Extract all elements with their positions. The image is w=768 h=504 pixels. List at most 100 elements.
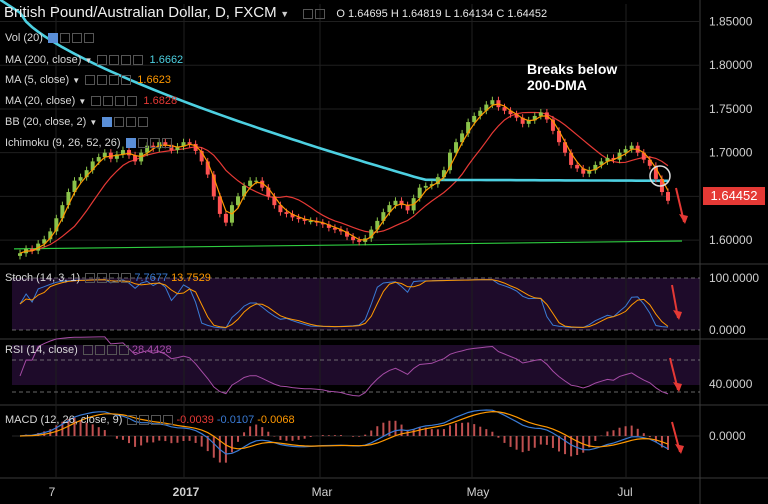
legend-bb[interactable]: BB (20, close, 2) ▼ xyxy=(5,116,149,128)
gear-icon[interactable] xyxy=(59,33,70,44)
time-tick-label: 7 xyxy=(49,485,56,499)
chevron-down-icon[interactable]: ▼ xyxy=(84,56,93,65)
legend-ma5[interactable]: MA (5, close) ▼ 1.6623 xyxy=(5,74,171,86)
candle xyxy=(351,236,356,241)
candle xyxy=(514,114,519,118)
chevron-down-icon[interactable]: ▼ xyxy=(280,9,290,19)
candle xyxy=(369,229,374,239)
stoch-tick-label: 0.0000 xyxy=(709,323,746,337)
eye-icon[interactable] xyxy=(97,55,108,66)
candle xyxy=(308,220,313,223)
eye-icon[interactable] xyxy=(47,33,58,44)
candle xyxy=(484,104,489,111)
candle xyxy=(569,152,574,165)
plus-icon[interactable] xyxy=(106,345,117,356)
close-icon[interactable] xyxy=(83,33,94,44)
gear-icon[interactable] xyxy=(139,415,150,426)
stoch-d-line xyxy=(19,279,669,329)
time-tick-label: Mar xyxy=(312,485,333,499)
settings-icon[interactable] xyxy=(302,8,313,19)
stoch-pane[interactable] xyxy=(12,277,700,331)
chevron-down-icon[interactable]: ▼ xyxy=(78,97,87,106)
gear-icon[interactable] xyxy=(137,138,148,149)
macd-hist-value: -0.0068 xyxy=(257,414,295,426)
candle xyxy=(454,142,459,153)
candle xyxy=(653,165,658,179)
plus-icon[interactable] xyxy=(121,55,132,66)
legend-ma200[interactable]: MA (200, close) ▼ 1.6662 xyxy=(5,54,183,66)
close-icon[interactable] xyxy=(127,96,138,107)
chevron-down-icon[interactable]: ▼ xyxy=(89,118,98,127)
close-icon[interactable] xyxy=(121,273,132,284)
plus-icon[interactable] xyxy=(109,75,120,86)
gear-icon[interactable] xyxy=(103,96,114,107)
close-icon[interactable] xyxy=(121,75,132,86)
eye-icon[interactable] xyxy=(91,96,102,107)
close-icon[interactable] xyxy=(138,117,149,128)
gear-icon[interactable] xyxy=(97,75,108,86)
close-icon[interactable] xyxy=(163,415,174,426)
close-label: C xyxy=(496,8,505,20)
header: British Pound/Australian Dollar, D, FXCM… xyxy=(4,4,547,21)
plus-icon[interactable] xyxy=(151,415,162,426)
legend-ma200-label: MA (200, close) xyxy=(5,54,82,66)
macd-pane[interactable] xyxy=(12,409,700,463)
gear-icon[interactable] xyxy=(109,55,120,66)
breakdown-circle xyxy=(649,165,671,187)
candle xyxy=(393,200,398,206)
close-icon[interactable] xyxy=(161,138,172,149)
chevron-down-icon[interactable]: ▼ xyxy=(72,76,81,85)
candle xyxy=(175,146,180,151)
candle xyxy=(260,180,265,188)
eye-icon[interactable] xyxy=(85,273,96,284)
stoch-legend[interactable]: Stoch (14, 3, 1) 7.7677 13.7529 xyxy=(5,272,211,284)
close-icon[interactable] xyxy=(118,345,129,356)
candle xyxy=(472,115,477,123)
rsi-tick-label: 40.0000 xyxy=(709,377,753,391)
macd-legend[interactable]: MACD (12, 26, close, 9) -0.0039 -0.0107 … xyxy=(5,414,295,426)
gear-icon[interactable] xyxy=(114,117,125,128)
plus-icon[interactable] xyxy=(126,117,137,128)
gear-icon[interactable] xyxy=(94,345,105,356)
candle xyxy=(399,200,404,206)
candle xyxy=(502,107,507,111)
down-arrow-icon-head xyxy=(673,310,682,320)
ma200-line xyxy=(0,0,668,183)
close-icon[interactable] xyxy=(133,55,144,66)
candle xyxy=(54,218,59,232)
eye-icon[interactable] xyxy=(127,415,138,426)
eye-icon[interactable] xyxy=(82,345,93,356)
candle xyxy=(60,205,65,219)
candle xyxy=(441,170,446,178)
eye-icon[interactable] xyxy=(102,117,113,128)
candle xyxy=(114,154,119,159)
legend-ma20[interactable]: MA (20, close) ▼ 1.6828 xyxy=(5,95,177,107)
price-pane[interactable] xyxy=(0,0,688,260)
plus-icon[interactable] xyxy=(71,33,82,44)
legend-vol[interactable]: Vol (20) xyxy=(5,32,94,44)
legend-bb-label: BB (20, close, 2) xyxy=(5,116,87,128)
time-tick-label: 2017 xyxy=(173,485,200,499)
candle xyxy=(193,143,198,151)
price-tick-label: 1.75000 xyxy=(709,102,753,116)
candle xyxy=(587,170,592,174)
macd-signal-value: -0.0107 xyxy=(216,414,255,426)
stoch-tick-label: 100.0000 xyxy=(709,271,759,285)
candle xyxy=(30,248,35,251)
symbol-title[interactable]: British Pound/Australian Dollar, D, FXCM xyxy=(4,4,277,21)
price-tick-label: 1.70000 xyxy=(709,146,753,160)
rsi-legend[interactable]: RSI (14, close) 28.4428 xyxy=(5,344,172,356)
candle xyxy=(127,150,132,156)
plus-icon[interactable] xyxy=(109,273,120,284)
gear-icon[interactable] xyxy=(97,273,108,284)
legend-ichimoku[interactable]: Ichimoku (9, 26, 52, 26) xyxy=(5,137,172,149)
eye-icon[interactable] xyxy=(125,138,136,149)
stoch-label: Stoch (14, 3, 1) xyxy=(5,272,81,284)
gear-icon[interactable] xyxy=(314,8,325,19)
candle xyxy=(599,161,604,165)
high-value: 1.64819 xyxy=(401,8,442,20)
plus-icon[interactable] xyxy=(115,96,126,107)
eye-icon[interactable] xyxy=(85,75,96,86)
plus-icon[interactable] xyxy=(149,138,160,149)
